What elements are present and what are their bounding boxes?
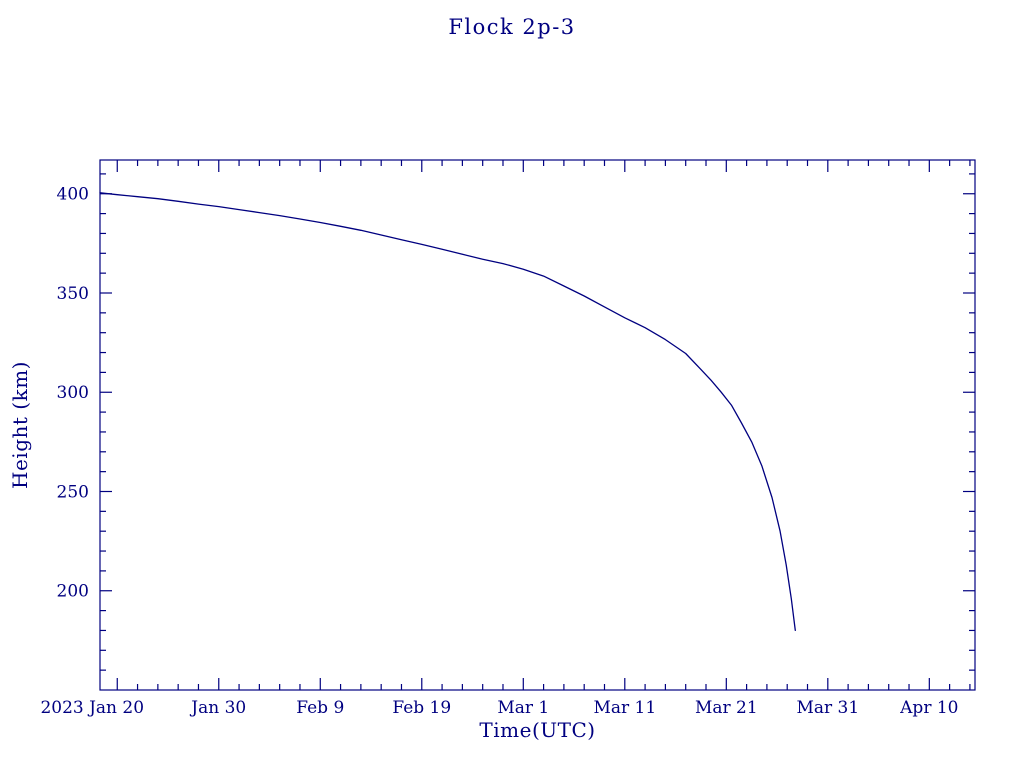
x-tick-label: 2023 Jan 20 bbox=[40, 698, 144, 718]
x-tick-label: Feb 19 bbox=[392, 698, 451, 718]
x-tick-label: Jan 30 bbox=[189, 698, 246, 718]
x-axis-label: Time(UTC) bbox=[479, 718, 596, 742]
chart-title: Flock 2p-3 bbox=[448, 15, 576, 39]
y-tick-label: 350 bbox=[57, 284, 89, 304]
y-tick-label: 300 bbox=[57, 383, 89, 403]
x-tick-label: Feb 9 bbox=[296, 698, 344, 718]
x-tick-label: Mar 1 bbox=[497, 698, 549, 718]
x-tick-label: Mar 11 bbox=[593, 698, 656, 718]
x-tick-label: Mar 21 bbox=[695, 698, 758, 718]
y-tick-label: 400 bbox=[57, 185, 89, 205]
decay-curve bbox=[99, 192, 796, 632]
y-tick-label: 250 bbox=[57, 482, 89, 502]
y-tick-label: 200 bbox=[57, 582, 89, 602]
x-tick-label: Apr 10 bbox=[899, 698, 958, 718]
x-tick-label: Mar 31 bbox=[796, 698, 859, 718]
plot-box bbox=[99, 159, 976, 691]
